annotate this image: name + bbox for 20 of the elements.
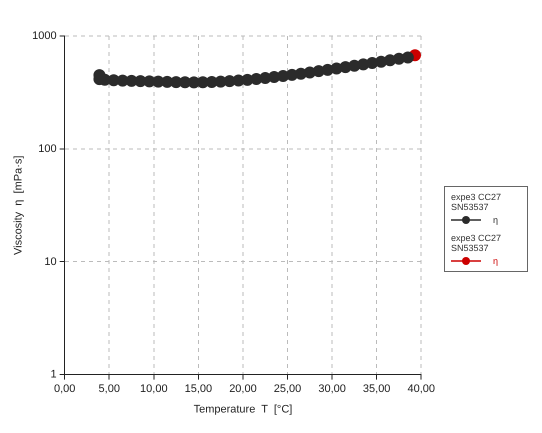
x-tick-label: 40,00 xyxy=(407,383,435,396)
x-axis-title: Temperature T [°C] xyxy=(194,403,292,416)
y-tick-label: 100 xyxy=(38,142,57,155)
x-tick-label: 25,00 xyxy=(274,383,302,396)
y-tick-label: 1000 xyxy=(32,30,57,42)
legend-label: η xyxy=(493,215,498,225)
x-tick-label: 20,00 xyxy=(229,383,257,396)
y-tick-label: 10 xyxy=(44,256,57,268)
x-tick-label: 35,00 xyxy=(362,383,390,396)
legend-label: η xyxy=(493,256,498,266)
x-tick-label: 15,00 xyxy=(184,383,212,396)
y-tick-label: 1 xyxy=(50,368,57,381)
y-axis-title: Viscosity η [mPa·s] xyxy=(12,156,25,256)
text: expe3 CC27 SN53537 xyxy=(451,233,502,253)
x-tick-label: 10,00 xyxy=(140,383,168,396)
x-tick-label: 0,00 xyxy=(54,383,76,396)
x-tick-label: 30,00 xyxy=(318,383,346,396)
legend-title: expe3 CC27 SN53537 xyxy=(451,192,502,212)
point xyxy=(402,51,414,64)
x-tick-label: 5,00 xyxy=(98,383,120,396)
